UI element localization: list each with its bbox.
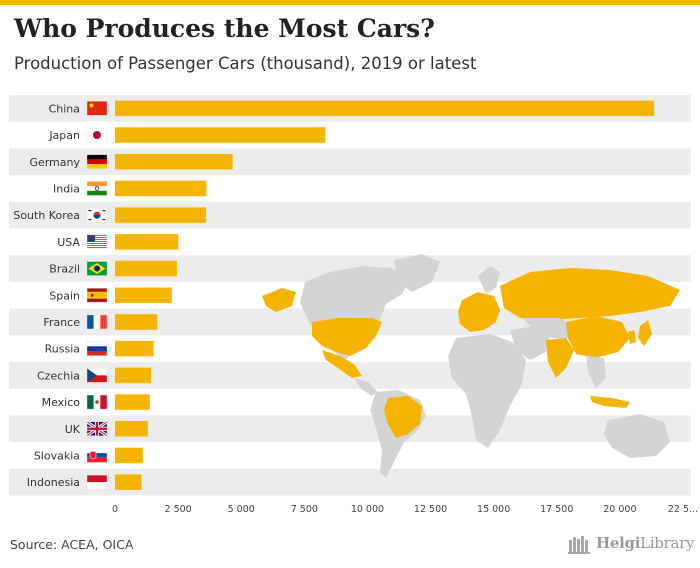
category-label: Germany <box>29 156 80 169</box>
map-usa <box>312 318 382 356</box>
map-southeast-asia <box>586 356 606 388</box>
bar <box>115 207 207 223</box>
x-tick-label: 2 500 <box>165 504 192 515</box>
category-label: Slovakia <box>34 449 80 462</box>
helgilibrary-logo: HelgiLibrary <box>568 533 694 555</box>
map-india <box>546 338 574 378</box>
map-scandinavia <box>478 266 500 294</box>
flag-indonesia-icon <box>86 474 108 490</box>
category-label: Russia <box>45 343 80 356</box>
bar <box>115 127 326 143</box>
source-note: Source: ACEA, OICA <box>10 537 134 552</box>
world-map-icon <box>262 254 680 478</box>
bar <box>115 234 179 250</box>
map-indonesia <box>590 396 630 408</box>
map-mexico <box>322 350 362 378</box>
map-greenland <box>394 254 440 292</box>
category-label: UK <box>65 423 81 436</box>
bar <box>115 474 142 490</box>
category-label: Indonesia <box>27 476 80 489</box>
row-band <box>9 201 691 229</box>
flag-mexico-icon <box>86 394 108 410</box>
map-russia <box>500 268 680 320</box>
x-tick-label: 12 500 <box>414 504 447 515</box>
bar <box>115 287 172 303</box>
map-japan <box>638 320 652 346</box>
category-label: Mexico <box>42 396 81 409</box>
bookshelf-icon <box>568 536 590 554</box>
x-tick-label: 5 000 <box>228 504 255 515</box>
map-africa <box>448 334 526 448</box>
map-australia <box>604 414 670 458</box>
flag-brazil-icon <box>86 261 108 276</box>
flag-india-icon <box>86 181 108 196</box>
bar <box>115 154 233 170</box>
logo-text: HelgiLibrary <box>596 534 694 552</box>
flag-slovakia-icon <box>86 448 108 463</box>
flag-spain-icon <box>86 288 108 303</box>
map-brazil <box>384 396 422 438</box>
flags <box>86 101 108 490</box>
x-tick-label: 22 5... <box>668 504 698 515</box>
bar <box>115 340 154 357</box>
logo-text-helgi: Helgi <box>596 534 641 552</box>
logo-text-library: Library <box>640 534 695 552</box>
flag-usa-icon <box>86 234 108 250</box>
x-tick-label: 7 500 <box>291 504 318 515</box>
map-europe <box>458 292 500 332</box>
flag-china-icon <box>86 101 108 116</box>
x-tick-label: 15 000 <box>477 504 510 515</box>
category-label: USA <box>57 236 80 249</box>
x-tick-label: 10 000 <box>351 504 384 515</box>
flag-france-icon <box>86 314 108 330</box>
map-korea <box>628 330 636 344</box>
bars <box>115 100 655 490</box>
category-label: India <box>53 182 80 195</box>
row-band <box>9 468 691 496</box>
bar <box>115 260 177 277</box>
category-label: Japan <box>48 129 80 142</box>
row-band <box>9 415 691 443</box>
category-label: China <box>49 102 80 115</box>
x-tick-label: 20 000 <box>603 504 636 515</box>
chart-title: Who Produces the Most Cars? <box>14 14 435 43</box>
flag-japan-icon <box>86 127 108 143</box>
category-label: South Korea <box>13 209 80 222</box>
row-band <box>9 148 691 176</box>
x-tick-label: 0 <box>112 504 118 515</box>
x-axis: 0 2 500 5 000 7 500 10 000 12 500 15 000 17 500… <box>112 504 698 515</box>
x-tick-label: 17 500 <box>540 504 573 515</box>
bar <box>115 180 207 197</box>
flag-south-korea-icon <box>86 207 108 223</box>
map-china <box>566 316 630 358</box>
flag-czechia-icon <box>86 368 108 383</box>
bar <box>115 100 655 117</box>
category-label: Brazil <box>49 263 80 276</box>
flag-uk-icon <box>86 420 108 437</box>
category-label: Spain <box>49 289 80 302</box>
category-label: France <box>43 316 80 329</box>
bar <box>115 394 150 410</box>
flag-germany-icon <box>86 154 108 169</box>
bar <box>115 367 152 384</box>
category-labels: China Japan Germany India South Korea USA Braz… <box>13 102 80 489</box>
map-alaska <box>262 288 296 312</box>
bar <box>115 314 158 330</box>
top-accent-bar <box>0 0 700 5</box>
map-central-america <box>354 378 378 396</box>
bar <box>115 447 143 464</box>
category-label: Czechia <box>37 369 80 382</box>
chart-subtitle: Production of Passenger Cars (thousand),… <box>14 54 477 73</box>
bar <box>115 421 148 437</box>
flag-russia-icon <box>86 341 108 356</box>
map-central-asia <box>522 318 576 340</box>
